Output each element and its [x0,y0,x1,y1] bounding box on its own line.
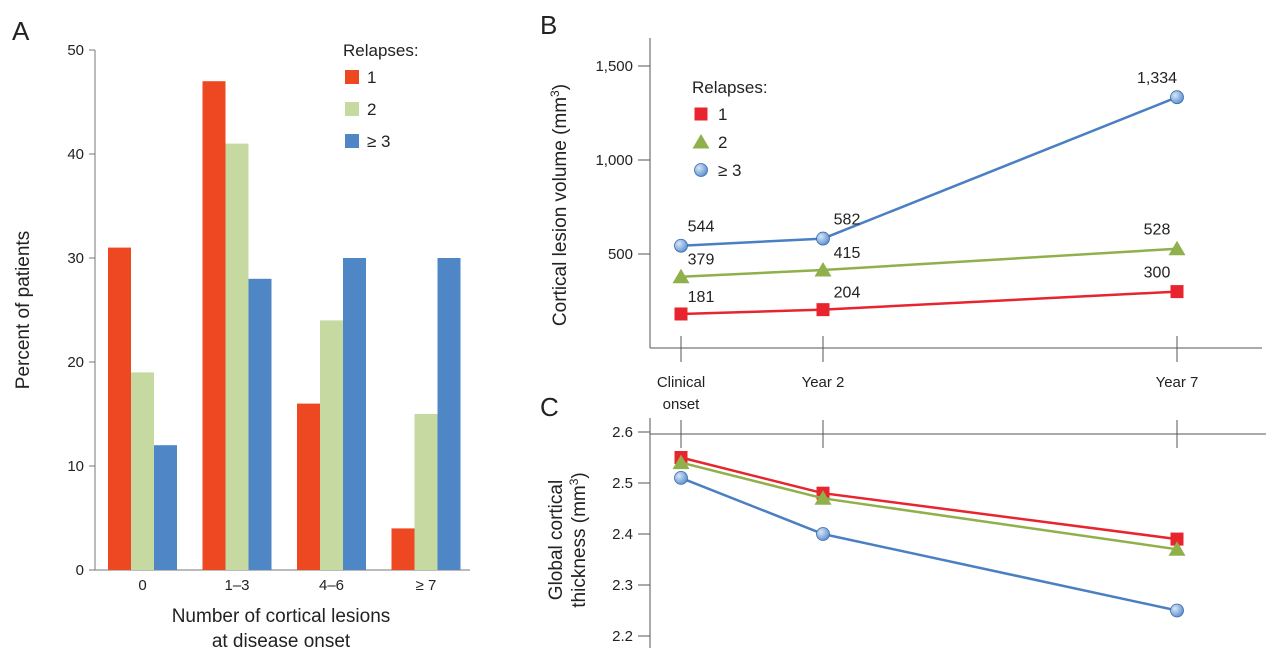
chart-c-ytick-label: 2.5 [612,475,633,492]
chart-b-y-title-sup: 3 [548,90,562,97]
chart-b-legend-label: ≥ 3 [718,161,742,180]
chart-b-data-label: 300 [1144,265,1171,282]
chart-a-ytick-label: 10 [67,458,84,475]
chart-b-point-1 [674,307,688,321]
chart-c-point-2 [814,490,832,505]
chart-c-series-line-ge-3 [680,476,1178,612]
chart-a-legend-label: 2 [367,100,376,119]
chart-b-xtick-label: Year 2 [802,374,845,391]
chart-c-y-title-close: ) [569,472,590,478]
chart-a-xtick-label: 1–3 [224,577,249,594]
chart-c-point-ge-3 [674,470,688,485]
chart-a-ytick-label: 40 [67,146,84,163]
chart-a-x-title-line2: at disease onset [212,631,351,650]
bar-4-6-series-1 [297,403,320,570]
chart-b-data-label: 181 [688,289,715,306]
chart-b-point-ge-3 [816,231,830,246]
chart-a-legend: Relapses: 1 2 ≥ 3 [343,41,419,151]
chart-b-y-title: Cortical lesion volume (mm3) [548,84,571,326]
chart-a-legend-label: 1 [367,68,376,87]
chart-a-xtick-label: 4–6 [319,577,344,594]
bar-0-series-ge-3 [154,445,177,570]
chart-b-point-1 [1170,285,1184,299]
chart-b-ytick-label: 500 [608,246,633,263]
bar-1-3-series-1 [202,81,226,570]
chart-a-ytick-label: 0 [76,562,84,579]
bar-4-6-series-2 [320,320,343,570]
chart-c-point-2 [1168,541,1186,556]
chart-b-legend-label: 1 [718,105,727,124]
bar-ge-7-series-1 [391,528,415,570]
chart-b-data-label: 544 [688,219,715,236]
chart-b-series-line-1 [680,290,1178,316]
chart-b-xtick-label: Year 7 [1156,374,1199,391]
chart-b-data-label: 415 [834,245,861,262]
chart-b-point-2 [1168,240,1186,256]
chart-b-ytick-label: 1,500 [595,58,633,75]
chart-c-series-line-1 [680,456,1178,541]
chart-c-ytick-label: 2.2 [612,628,633,645]
panel-a-label: A [12,16,30,46]
chart-b-point-ge-3 [1170,90,1184,105]
chart-b-legend-label: 2 [718,133,727,152]
chart-b-data-label: 379 [688,252,715,269]
chart-a-ytick-label: 30 [67,250,84,267]
chart-a-legend-swatch [345,70,359,84]
chart-b-data-label: 204 [834,285,861,302]
chart-b-data-label: 582 [834,212,861,229]
chart-b-data-label: 1,334 [1137,70,1177,87]
chart-b-xtick-label: onset [663,396,701,413]
chart-c-point-ge-3 [816,527,830,541]
chart-a-legend-swatch [345,102,359,116]
chart-c-y-title-sup: 3 [567,478,581,485]
chart-c-y-title-line2: thickness (mm3) [567,472,590,607]
chart-b-point-ge-3 [674,238,688,253]
chart-c-ytick-label: 2.3 [612,577,633,594]
chart-b-point-2 [814,261,832,277]
chart-a-legend-title: Relapses: [343,41,419,60]
chart-a: 0 10 20 30 40 50 0 1–3 4–6 ≥ 7 Percent of patien… [13,41,470,650]
chart-b-series-line-2 [680,247,1178,278]
chart-b-legend-title: Relapses: [692,78,768,97]
chart-b-legend-marker [692,134,710,149]
chart-b-legend-marker [694,107,708,121]
chart-b-series-line-ge-3 [680,96,1178,247]
chart-a-xtick-label: ≥ 7 [416,577,437,594]
chart-b-xtick-label: Clinical [657,374,705,391]
bar-ge-7-series-ge-3 [437,258,461,570]
chart-b-legend: Relapses: 1 2 ≥ 3 [692,78,768,180]
chart-c-y-title-line1: Global cortical [546,480,567,600]
bar-ge-7-series-2 [414,414,438,570]
chart-c: 2.2 2.3 2.4 2.5 2.6 Global cortical thicknes… [546,418,1266,648]
chart-a-legend-label: ≥ 3 [367,132,391,151]
chart-a-xtick-label: 0 [138,577,146,594]
chart-b-data-label: 528 [1144,222,1171,239]
chart-c-point-1 [1170,532,1184,546]
chart-c-point-ge-3 [1170,603,1184,618]
chart-c-ytick-label: 2.4 [612,526,633,543]
chart-b-y-title-text: Cortical lesion volume (mm [550,97,571,326]
chart-b-y-title-close: ) [550,84,571,90]
chart-a-legend-swatch [345,134,359,148]
panel-c-label: C [540,392,559,422]
chart-c-y-title-text: thickness (mm [569,485,590,607]
chart-a-ytick-label: 50 [67,42,84,59]
chart-b-point-2 [672,268,690,284]
chart-c-point-2 [672,454,690,470]
chart-b-legend-marker [694,163,708,177]
panel-b-label: B [540,10,557,40]
chart-a-ytick-label: 20 [67,354,84,371]
bar-4-6-series-ge-3 [343,258,366,570]
bar-0-series-2 [131,372,154,570]
bar-1-3-series-2 [225,143,249,570]
bar-0-series-1 [108,247,131,570]
chart-a-y-title: Percent of patients [13,231,34,389]
chart-b-point-1 [816,303,830,317]
bar-1-3-series-ge-3 [248,278,272,570]
chart-c-ytick-label: 2.6 [612,424,633,441]
chart-a-x-title-line1: Number of cortical lesions [172,606,391,627]
chart-b-ytick-label: 1,000 [595,152,633,169]
